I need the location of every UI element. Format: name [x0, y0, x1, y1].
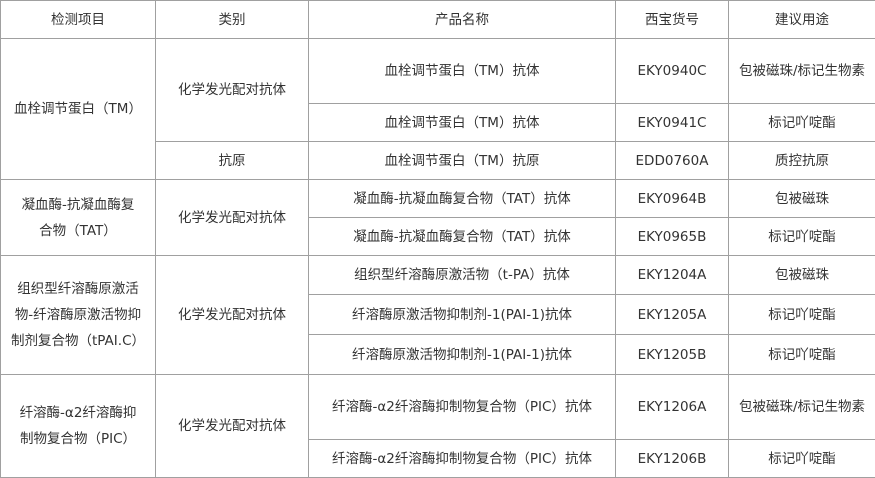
sku: EDD0760A: [615, 141, 729, 180]
suggested-use: 包被磁珠: [728, 179, 875, 218]
suggested-use: 质控抗原: [728, 141, 875, 180]
product-name: 纤溶酶原激活物抑制剂-1(PAI-1)抗体: [308, 334, 616, 375]
sku: EKY0941C: [615, 103, 729, 142]
table-row: 纤溶酶原激活物抑制剂-1(PAI-1)抗体 EKY1205A 标记吖啶酯: [1, 294, 875, 335]
table-row: 纤溶酶-α2纤溶酶抑制物复合物（PIC）抗体 EKY1206B 标记吖啶酯: [1, 439, 875, 478]
product-name: 血栓调节蛋白（TM）抗原: [308, 141, 616, 180]
table-row: 凝血酶-抗凝血酶复合物（TAT） 化学发光配对抗体 凝血酶-抗凝血酶复合物（TAT）…: [0, 179, 875, 256]
sku: EKY0965B: [615, 217, 729, 256]
product-name: 血栓调节蛋白（TM）抗体: [308, 38, 616, 104]
detection-item: 纤溶酶-α2纤溶酶抑制物复合物（PIC）: [0, 374, 156, 478]
sku: EKY0940C: [615, 38, 729, 104]
suggested-use: 包被磁珠: [728, 255, 875, 295]
sku: EKY0964B: [615, 179, 729, 218]
suggested-use: 包被磁珠/标记生物素: [728, 38, 875, 104]
category: 抗原: [155, 141, 309, 180]
product-name: 纤溶酶-α2纤溶酶抑制物复合物（PIC）抗体: [308, 439, 616, 478]
suggested-use: 标记吖啶酯: [728, 217, 875, 256]
suggested-use: 标记吖啶酯: [728, 439, 875, 478]
table-row: 抗原 血栓调节蛋白（TM）抗原 EDD0760A 质控抗原: [1, 141, 875, 180]
product-name: 纤溶酶-α2纤溶酶抑制物复合物（PIC）抗体: [308, 374, 616, 440]
header-category: 类别: [155, 0, 309, 39]
sku: EKY1206A: [615, 374, 729, 440]
category: 化学发光配对抗体: [155, 38, 309, 142]
category: 化学发光配对抗体: [155, 179, 309, 256]
category: 化学发光配对抗体: [155, 255, 309, 375]
product-name: 凝血酶-抗凝血酶复合物（TAT）抗体: [308, 217, 616, 256]
product-name: 组织型纤溶酶原激活物（t-PA）抗体: [308, 255, 616, 295]
header-use: 建议用途: [728, 0, 875, 39]
sku: EKY1206B: [615, 439, 729, 478]
suggested-use: 标记吖啶酯: [728, 294, 875, 335]
detection-item: 血栓调节蛋白（TM）: [0, 38, 156, 180]
product-name: 血栓调节蛋白（TM）抗体: [308, 103, 616, 142]
category: 化学发光配对抗体: [155, 374, 309, 478]
sku: EKY1204A: [615, 255, 729, 295]
header-product: 产品名称: [308, 0, 616, 39]
suggested-use: 标记吖啶酯: [728, 334, 875, 375]
suggested-use: 包被磁珠/标记生物素: [728, 374, 875, 440]
table-row: 血栓调节蛋白（TM） 化学发光配对抗体 血栓调节蛋白（TM）抗体 EKY0940C 包被…: [0, 38, 875, 180]
sku: EKY1205A: [615, 294, 729, 335]
sku: EKY1205B: [615, 334, 729, 375]
table-row: 纤溶酶原激活物抑制剂-1(PAI-1)抗体 EKY1205B 标记吖啶酯: [1, 334, 875, 375]
header-sku: 西宝货号: [615, 0, 729, 39]
suggested-use: 标记吖啶酯: [728, 103, 875, 142]
product-name: 凝血酶-抗凝血酶复合物（TAT）抗体: [308, 179, 616, 218]
detection-item: 凝血酶-抗凝血酶复合物（TAT）: [0, 179, 156, 256]
table-row: 组织型纤溶酶原激活物-纤溶酶原激活物抑制剂复合物（tPAI.C） 化学发光配对抗体…: [0, 255, 875, 375]
detection-item: 组织型纤溶酶原激活物-纤溶酶原激活物抑制剂复合物（tPAI.C）: [0, 255, 156, 375]
table-row: 纤溶酶-α2纤溶酶抑制物复合物（PIC） 化学发光配对抗体 纤溶酶-α2纤溶酶抑制物…: [0, 374, 875, 478]
header-row: 检测项目 类别 产品名称 西宝货号 建议用途: [0, 0, 875, 39]
header-item: 检测项目: [0, 0, 156, 39]
product-name: 纤溶酶原激活物抑制剂-1(PAI-1)抗体: [308, 294, 616, 335]
table-row: 凝血酶-抗凝血酶复合物（TAT）抗体 EKY0965B 标记吖啶酯: [1, 217, 875, 256]
